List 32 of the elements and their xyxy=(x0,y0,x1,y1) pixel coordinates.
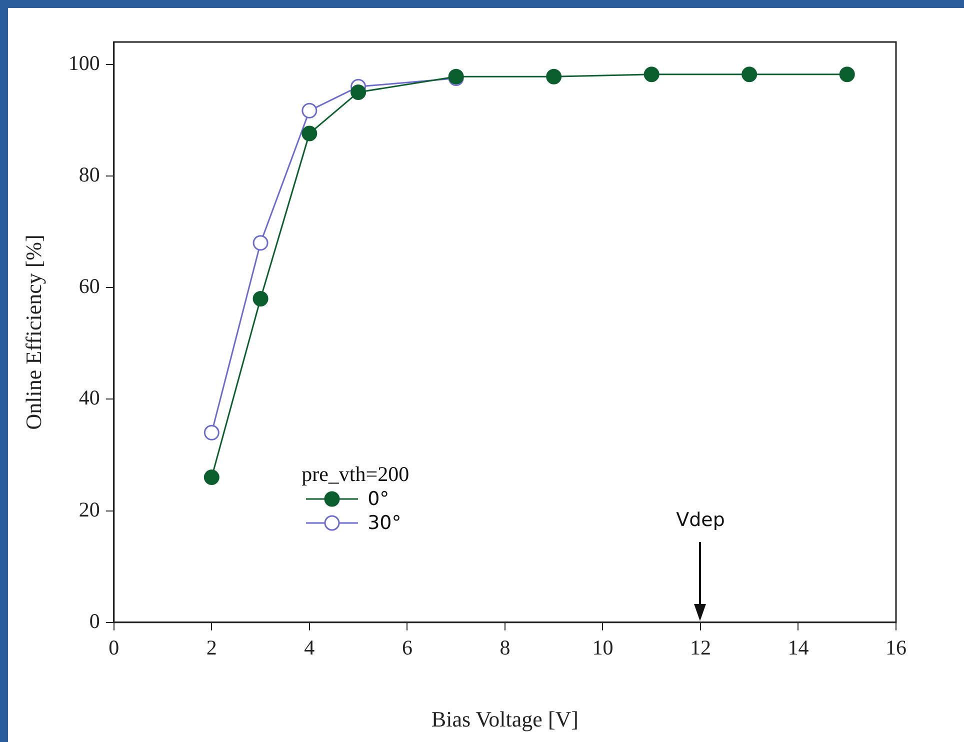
x-tick-label: 6 xyxy=(402,636,412,660)
point xyxy=(302,102,318,118)
y-tick-label: 60 xyxy=(78,274,100,298)
x-tick-label: 16 xyxy=(886,636,906,660)
point xyxy=(546,68,562,84)
x-tick-label: 8 xyxy=(500,636,510,660)
x-tick-label: 14 xyxy=(788,636,810,660)
point xyxy=(302,126,318,142)
y-tick-label: 100 xyxy=(68,50,100,75)
point xyxy=(252,235,268,251)
y-tick-label: 20 xyxy=(78,497,100,522)
legend-title: pre_vth=200 xyxy=(302,462,410,488)
x-tick-label: 0 xyxy=(108,636,120,660)
point xyxy=(644,66,660,82)
x-tick-label: 12 xyxy=(690,636,711,660)
point xyxy=(252,290,268,306)
x-tick-label: 2 xyxy=(206,636,217,660)
point xyxy=(350,84,366,100)
ref-line-label: Vdep xyxy=(676,508,725,531)
x-tick-label: 4 xyxy=(304,636,316,660)
y-tick-label: 0 xyxy=(89,608,100,633)
y-tick-label: 80 xyxy=(78,162,100,186)
x-axis-title: Bias Voltage [V] xyxy=(431,706,578,732)
point xyxy=(839,66,855,82)
legend-label: 0° xyxy=(368,488,390,510)
y-tick-label: 40 xyxy=(78,386,100,410)
x-tick-label: 10 xyxy=(592,636,614,660)
y-axis-title: Online Efficiency [%] xyxy=(20,234,46,430)
point xyxy=(204,424,220,440)
point xyxy=(204,470,220,486)
point xyxy=(742,66,758,82)
legend-label: 30° xyxy=(368,512,402,534)
